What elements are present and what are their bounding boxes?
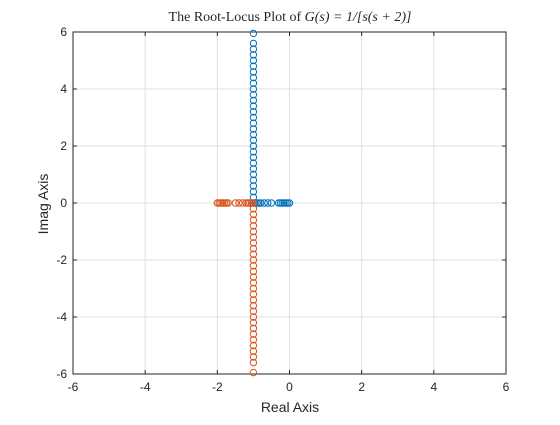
data-point [249, 216, 258, 224]
data-point [260, 199, 268, 207]
data-point [249, 136, 258, 145]
data-point [249, 153, 258, 162]
axis-ticks: -6 -4 -2 0 2 4 6 -6 -4 -2 0 2 4 6 [56, 25, 509, 394]
y-tick-label: -6 [56, 367, 67, 381]
data-point [249, 273, 258, 281]
data-point [249, 347, 258, 355]
data-point [249, 336, 258, 344]
y-tick-label: 6 [60, 25, 67, 39]
data-point [249, 176, 258, 184]
data-points [213, 29, 294, 377]
series-1 [249, 29, 294, 207]
x-axis-label: Real Axis [261, 399, 319, 415]
data-point [249, 79, 258, 88]
data-point [231, 199, 240, 207]
data-point [249, 148, 258, 156]
y-tick-label: -2 [56, 253, 67, 267]
chart-title-formula: G(s) = 1/[s(s + 2)] [305, 10, 412, 25]
data-point [249, 279, 258, 287]
x-tick-label: 4 [430, 380, 437, 394]
data-point [249, 296, 258, 304]
x-tick-label: -2 [212, 380, 223, 394]
x-tick-label: -6 [68, 380, 79, 394]
data-point [249, 239, 258, 247]
y-tick-label: 0 [60, 196, 67, 210]
data-point [249, 96, 258, 105]
x-tick-label: 2 [358, 380, 365, 394]
data-point [249, 165, 258, 173]
data-point [249, 85, 258, 93]
x-tick-label: 0 [286, 380, 293, 394]
data-point [249, 119, 258, 127]
data-point [249, 62, 258, 70]
y-tick-label: 4 [60, 82, 67, 96]
data-point [249, 113, 258, 122]
data-point [249, 51, 258, 59]
data-point [249, 56, 258, 65]
x-tick-label: 6 [503, 380, 510, 394]
data-point [249, 244, 258, 253]
data-point [249, 368, 258, 377]
data-point [224, 199, 232, 207]
data-point [249, 330, 258, 338]
data-point [249, 262, 258, 270]
data-point [238, 199, 247, 207]
y-axis-label: Imag Axis [35, 174, 51, 235]
data-point [249, 91, 258, 99]
data-point [249, 68, 258, 76]
data-point [249, 73, 258, 82]
data-point [249, 256, 258, 264]
data-point [267, 199, 276, 207]
chart-title: The Root-Locus Plot of G(s) = 1/[s(s + 2… [169, 10, 412, 25]
data-point [249, 102, 258, 110]
data-point [264, 199, 272, 207]
data-point [249, 324, 258, 333]
data-point [249, 358, 258, 367]
data-point [249, 307, 258, 315]
data-point [249, 108, 258, 116]
data-point [249, 187, 258, 196]
data-point [249, 284, 258, 293]
data-point [249, 250, 258, 259]
data-point [249, 205, 258, 213]
data-point [249, 142, 258, 150]
data-point [249, 290, 258, 298]
data-point [249, 39, 258, 48]
data-point [249, 45, 258, 53]
data-point [249, 182, 258, 190]
data-point [249, 233, 258, 241]
data-point [249, 267, 258, 276]
x-tick-label: -4 [140, 380, 151, 394]
data-point [249, 341, 258, 350]
data-point [249, 210, 258, 219]
data-point [249, 29, 258, 38]
data-point [249, 199, 258, 207]
data-point [249, 170, 258, 179]
data-point [249, 301, 258, 310]
data-point [249, 319, 258, 327]
data-point [249, 313, 258, 321]
data-point [249, 125, 258, 133]
data-point [249, 227, 258, 236]
data-point [235, 199, 243, 207]
data-point [249, 159, 258, 167]
data-point [249, 353, 258, 361]
data-point [249, 130, 258, 139]
chart-title-prefix: The Root-Locus Plot of [169, 10, 305, 25]
series-2 [213, 199, 258, 377]
y-tick-label: -4 [56, 310, 67, 324]
data-point [249, 222, 258, 230]
y-tick-label: 2 [60, 139, 67, 153]
data-point [274, 199, 283, 207]
